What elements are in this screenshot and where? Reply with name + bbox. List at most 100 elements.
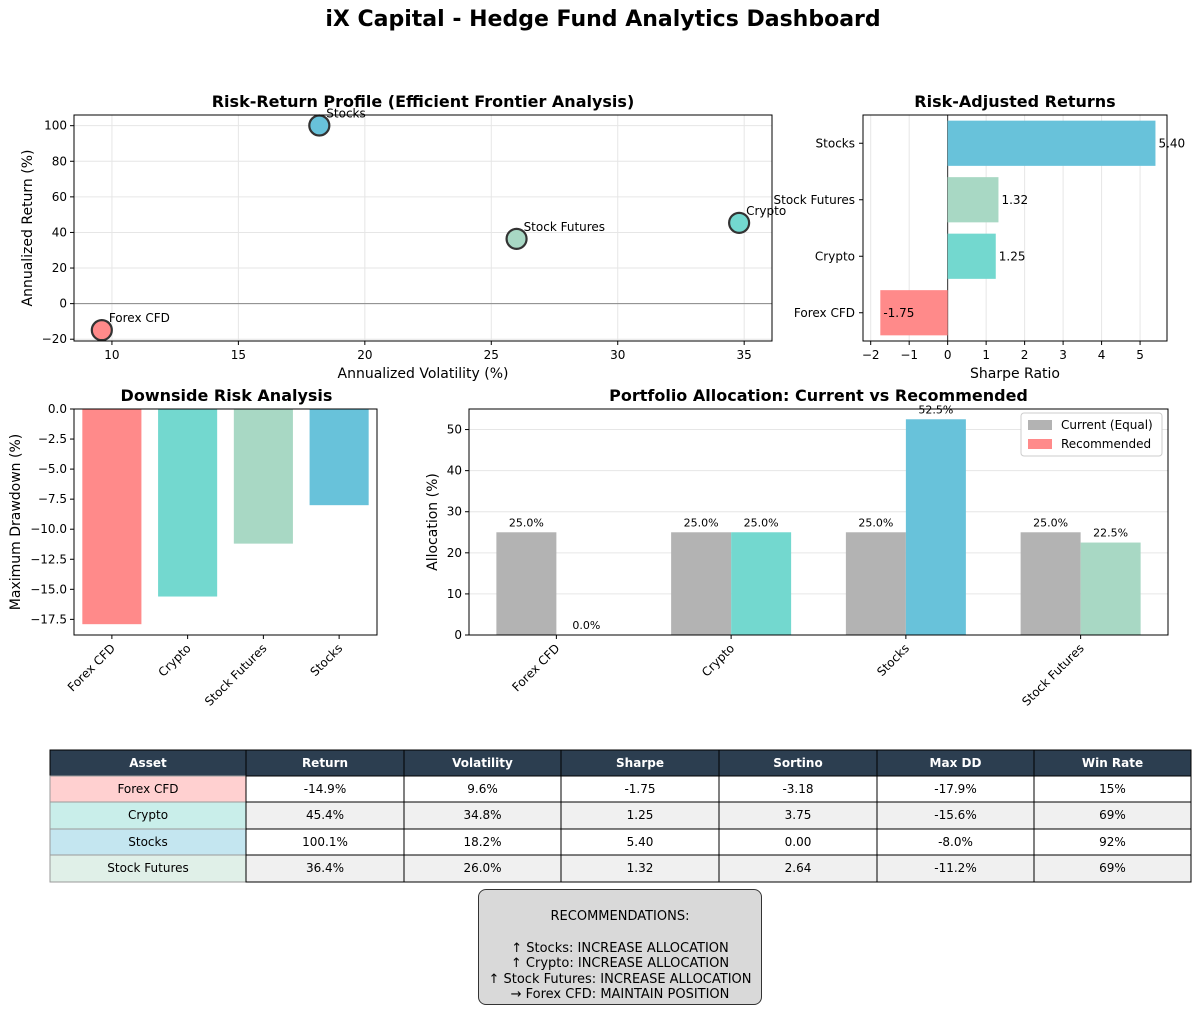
table-cell	[718, 801, 878, 830]
table-cell-value: 26.0%	[463, 861, 501, 875]
y-tick-label: 0	[59, 297, 67, 311]
table-cell-value: 15%	[1099, 782, 1126, 796]
y-tick-label: 0	[454, 628, 462, 642]
point-label: Crypto	[746, 204, 786, 218]
table-cell	[245, 828, 405, 856]
recommended-allocation-bar	[905, 419, 966, 635]
table-cell-value: 36.4%	[306, 861, 344, 875]
x-tick-label: 5	[1136, 348, 1144, 362]
table-cell-value: -14.9%	[304, 782, 346, 796]
table-cell	[560, 775, 720, 803]
bar-value-label: 25.0%	[684, 516, 719, 529]
y-tick-label: 20	[52, 261, 67, 275]
table-asset-label: Stocks	[128, 835, 167, 849]
scatter-point	[505, 227, 528, 250]
y-tick-label: −15.0	[30, 582, 67, 596]
sharpe-bar	[880, 290, 948, 336]
y-tick-label: 80	[52, 154, 67, 168]
point-label: Stocks	[326, 106, 365, 120]
table-asset-label: Stock Futures	[107, 861, 189, 875]
table-cell-value: 18.2%	[463, 835, 501, 849]
legend-swatch-recommended	[1028, 439, 1052, 449]
y-tick-label: 40	[447, 464, 462, 478]
table-cell	[1033, 775, 1192, 803]
recommendation-item: → Forex CFD: MAINTAIN POSITION	[510, 987, 730, 1002]
y-tick-label: −2.5	[38, 432, 67, 446]
y-tick-label: Forex CFD	[794, 306, 855, 320]
table-cell-value: -15.6%	[934, 808, 976, 822]
current-allocation-bar	[671, 532, 732, 635]
x-tick-label: Stocks	[307, 641, 345, 679]
table-cell-value: 9.6%	[467, 782, 498, 796]
y-tick-label: −12.5	[30, 552, 67, 566]
plot-frame	[468, 408, 1169, 636]
table-header-label: Sharpe	[616, 756, 664, 770]
plot-frame	[73, 114, 773, 342]
x-tick-label: Stocks	[874, 641, 912, 679]
x-tick-label: 30	[610, 348, 625, 362]
drawdown-bar	[233, 409, 293, 544]
table-cell	[49, 775, 247, 803]
y-tick-label: 20	[447, 546, 462, 560]
table-cell	[560, 801, 720, 830]
y-tick-label: 30	[447, 505, 462, 519]
recommended-allocation-bar	[1080, 542, 1141, 635]
x-tick-label: Stock Futures	[202, 641, 270, 709]
allocation-chart: 25.0% 0.0% Forex CFD 25.0% 25.0% Crypto 25.0% 5…	[425, 386, 1169, 709]
chart-title: Downside Risk Analysis	[121, 386, 333, 405]
y-tick-label: −10.0	[30, 522, 67, 536]
recommendation-item: ↑ Crypto: INCREASE ALLOCATION	[510, 956, 730, 971]
table-asset-label: Forex CFD	[117, 782, 178, 796]
point-label: Stock Futures	[524, 220, 606, 234]
y-tick-label: 10	[447, 587, 462, 601]
y-tick-label: 50	[447, 423, 462, 437]
table-cell	[49, 801, 247, 830]
y-tick-label: 100	[44, 119, 67, 133]
sharpe-bar	[947, 233, 996, 279]
x-tick-label: Crypto	[699, 641, 737, 679]
table-cell	[245, 801, 405, 830]
chart-title: Risk-Adjusted Returns	[914, 92, 1115, 111]
x-tick-label: 4	[1098, 348, 1106, 362]
y-tick-label: 0.0	[48, 402, 67, 416]
y-tick-label: 60	[52, 190, 67, 204]
plot-frame	[862, 114, 1168, 342]
legend-swatch-current	[1028, 420, 1052, 430]
x-tick-label: −1	[900, 348, 918, 362]
table-cell	[403, 854, 562, 883]
table-cell	[876, 775, 1035, 803]
x-tick-label: Stock Futures	[1019, 641, 1087, 709]
table-cell	[403, 775, 562, 803]
legend-label: Current (Equal)	[1061, 418, 1153, 432]
table-cell	[1033, 828, 1192, 856]
bar-value-label: 25.0%	[744, 516, 779, 529]
table-cell-value: 34.8%	[463, 808, 501, 822]
dashboard-title: iX Capital - Hedge Fund Analytics Dashbo…	[325, 7, 880, 32]
table-cell-value: 3.75	[785, 808, 812, 822]
y-tick-label: −5.0	[38, 462, 67, 476]
bar-value-label: 1.32	[1001, 193, 1028, 207]
table-cell-value: 1.32	[627, 861, 654, 875]
y-tick-label: Stocks	[816, 136, 855, 150]
recommendation-item: ↑ Stock Futures: INCREASE ALLOCATION	[488, 971, 752, 987]
x-tick-label: 25	[484, 348, 499, 362]
y-axis-label: Maximum Drawdown (%)	[8, 434, 24, 610]
plot-frame	[73, 408, 378, 636]
table-cell	[876, 801, 1035, 830]
x-tick-label: 10	[104, 348, 119, 362]
y-tick-label: Crypto	[815, 249, 855, 263]
table-cell-value: -11.2%	[934, 861, 976, 875]
sharpe-bar	[947, 177, 999, 223]
current-allocation-bar	[845, 532, 906, 635]
x-tick-label: Crypto	[156, 641, 194, 679]
bar-value-label: 25.0%	[858, 516, 893, 529]
sharpe-bar	[947, 120, 1156, 166]
table-asset-label: Crypto	[128, 808, 168, 822]
x-tick-label: 0	[944, 348, 952, 362]
chart-title: Portfolio Allocation: Current vs Recomme…	[609, 386, 1028, 405]
recommendation-item: ↑ Stocks: INCREASE ALLOCATION	[511, 940, 729, 956]
x-tick-label: 1	[982, 348, 990, 362]
drawdown-bar	[82, 409, 142, 625]
table-header-label: Volatility	[452, 756, 513, 770]
